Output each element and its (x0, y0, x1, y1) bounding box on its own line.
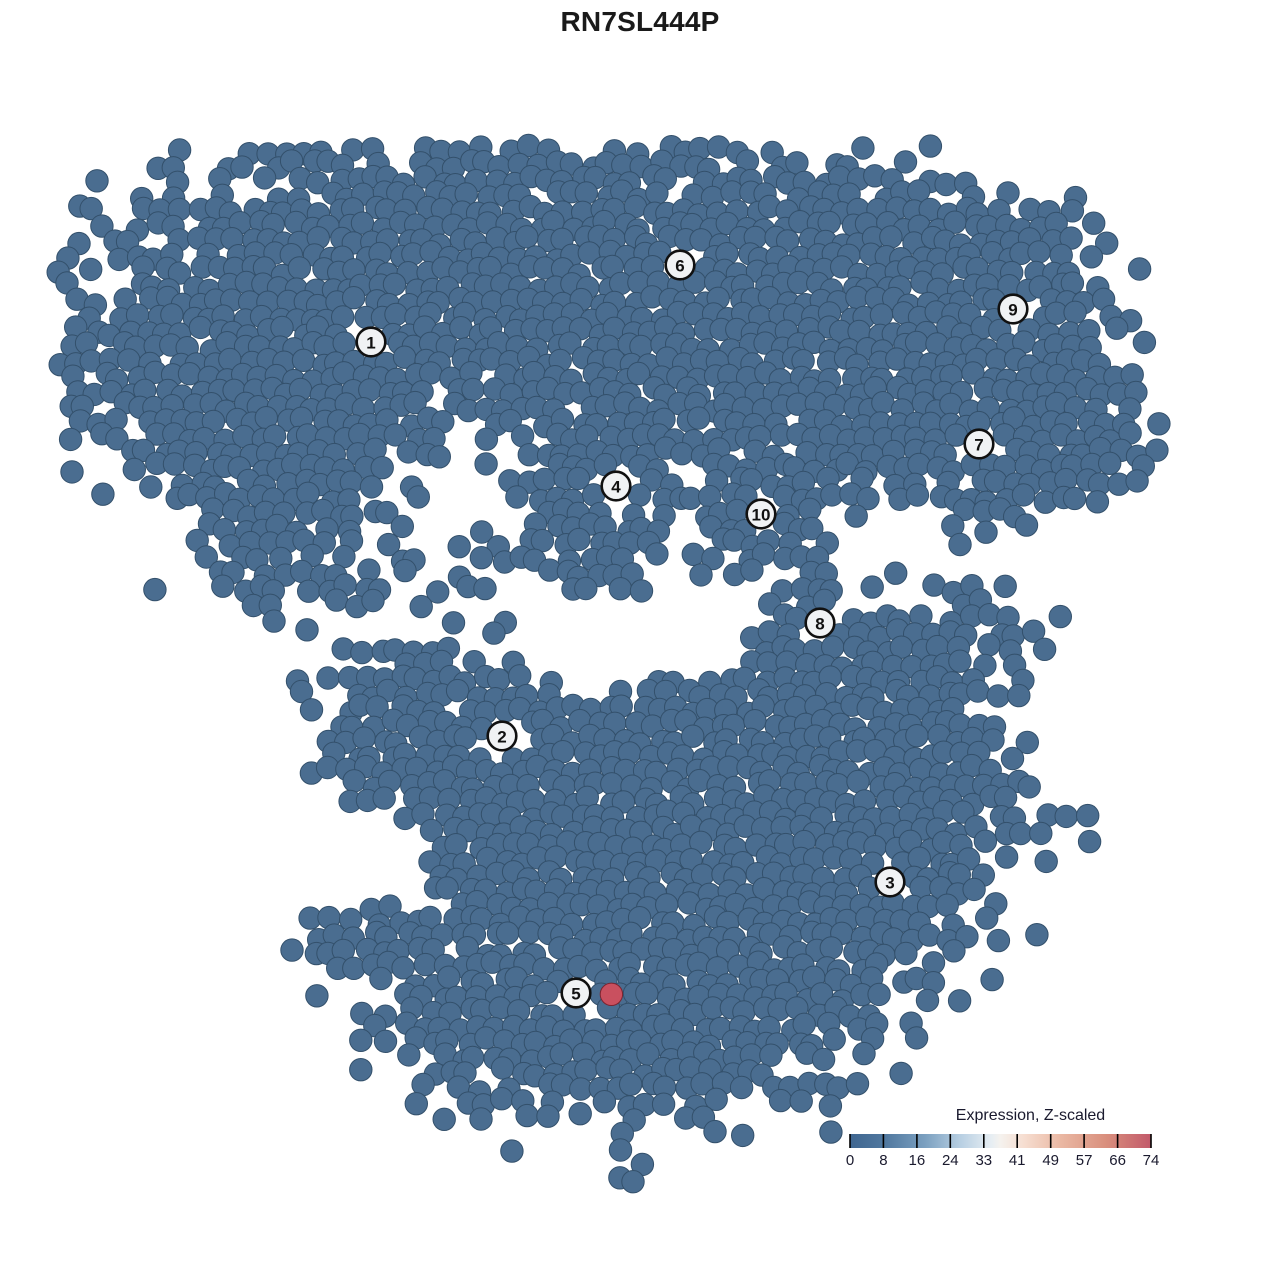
svg-text:66: 66 (1109, 1152, 1126, 1169)
svg-text:Expression, Z-scaled: Expression, Z-scaled (956, 1107, 1105, 1124)
svg-text:24: 24 (942, 1152, 959, 1169)
svg-text:57: 57 (1076, 1152, 1093, 1169)
svg-text:8: 8 (879, 1152, 887, 1169)
svg-text:41: 41 (1009, 1152, 1026, 1169)
svg-text:7: 7 (974, 436, 983, 455)
svg-text:5: 5 (571, 985, 580, 1004)
svg-text:8: 8 (815, 615, 824, 634)
svg-text:10: 10 (752, 506, 771, 525)
svg-text:2: 2 (497, 728, 506, 747)
svg-text:9: 9 (1008, 301, 1017, 320)
svg-text:49: 49 (1042, 1152, 1059, 1169)
svg-text:4: 4 (611, 478, 621, 497)
svg-text:16: 16 (909, 1152, 926, 1169)
svg-text:6: 6 (675, 257, 684, 276)
svg-text:3: 3 (885, 874, 894, 893)
svg-text:1: 1 (366, 334, 375, 353)
svg-text:0: 0 (846, 1152, 854, 1169)
svg-text:33: 33 (975, 1152, 992, 1169)
svg-text:74: 74 (1143, 1152, 1160, 1169)
